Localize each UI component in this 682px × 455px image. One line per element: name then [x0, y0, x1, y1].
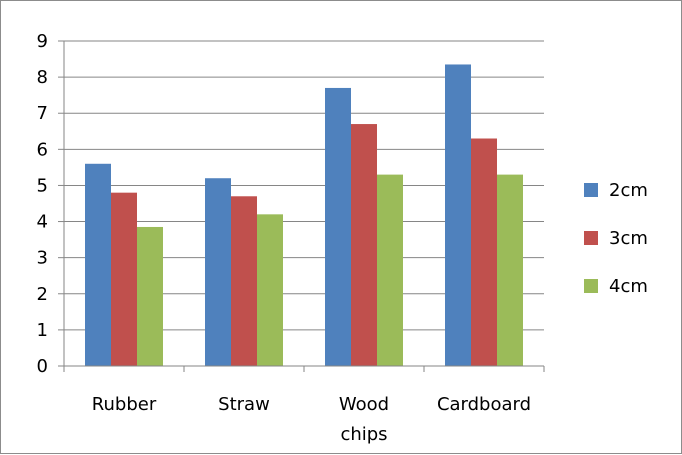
legend-swatch-2cm — [584, 183, 598, 197]
bar-4cm-1 — [257, 214, 283, 366]
y-tick-label: 9 — [37, 31, 48, 52]
y-tick-label: 4 — [37, 212, 48, 233]
legend-label-3cm: 3cm — [609, 228, 648, 249]
category-label: Cardboard — [437, 394, 531, 415]
category-label: chips — [340, 424, 387, 445]
legend: 2cm 3cm 4cm — [584, 180, 648, 297]
bar-2cm-2 — [325, 87, 351, 366]
category-labels: Rubber Straw Wood chips Cardboard — [92, 394, 531, 445]
legend-label-4cm: 4cm — [609, 276, 648, 297]
category-label: Straw — [218, 394, 270, 415]
y-tick-label: 2 — [37, 284, 48, 305]
y-tick-label: 7 — [37, 103, 48, 124]
bar-2cm-3 — [445, 64, 471, 366]
bar-3cm-2 — [351, 124, 377, 366]
bar-4cm-3 — [497, 174, 523, 366]
legend-swatch-4cm — [584, 279, 598, 293]
y-tick-label: 5 — [37, 175, 48, 196]
y-tick-labels: 0 1 2 3 4 5 6 7 8 9 — [37, 31, 48, 377]
bars — [85, 64, 523, 366]
y-tick-label: 3 — [37, 248, 48, 269]
bar-3cm-3 — [471, 138, 497, 366]
y-tick-label: 1 — [37, 320, 48, 341]
bar-3cm-1 — [231, 196, 257, 366]
bar-3cm-0 — [111, 192, 137, 366]
legend-swatch-3cm — [584, 231, 598, 245]
bar-2cm-0 — [85, 163, 111, 366]
axes — [58, 40, 545, 372]
bar-4cm-0 — [137, 226, 163, 366]
y-tick-label: 6 — [37, 139, 48, 160]
bar-4cm-2 — [377, 174, 403, 366]
category-label: Wood — [339, 394, 389, 415]
legend-label-2cm: 2cm — [609, 180, 648, 201]
y-tick-label: 0 — [37, 356, 48, 377]
category-label: Rubber — [92, 394, 157, 415]
bar-2cm-1 — [205, 178, 231, 366]
y-tick-label: 8 — [37, 67, 48, 88]
